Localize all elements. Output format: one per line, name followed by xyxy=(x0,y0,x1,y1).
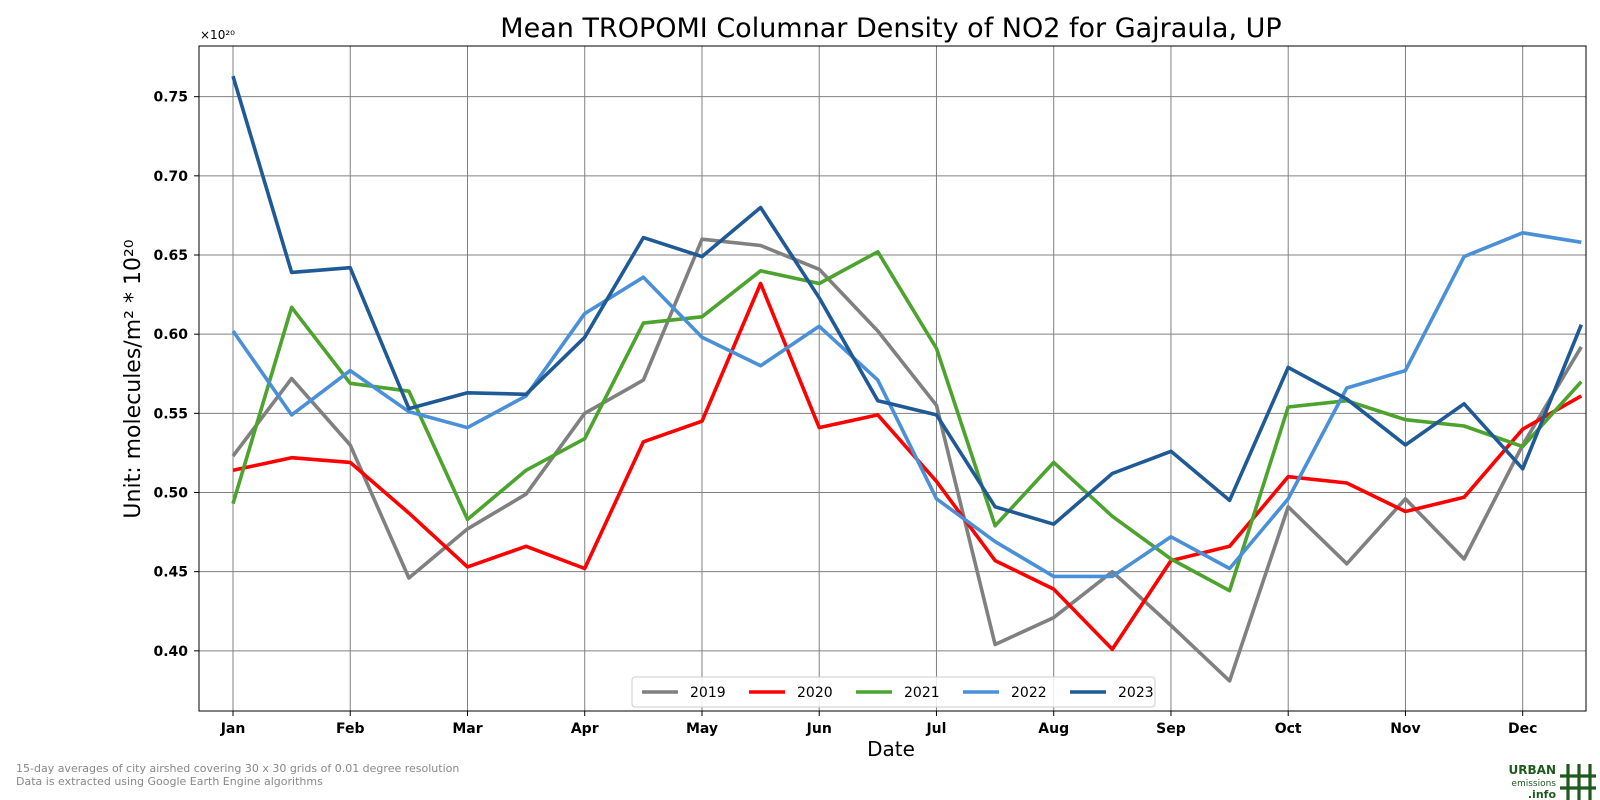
x-tick-label: Dec xyxy=(1508,721,1537,737)
series-line-2022 xyxy=(231,231,1582,579)
y-axis-label: Unit: molecules/m² * 10²⁰ xyxy=(121,239,146,518)
footnote-source: Data is extracted using Google Earth Eng… xyxy=(16,775,323,788)
axes: Jan Feb Mar Apr May Jun Jul Aug Sep Oct Nov Dec 0.40… xyxy=(153,45,1587,737)
legend: 2019 2020 2021 2022 2023 xyxy=(631,676,1156,708)
series-lines xyxy=(231,75,1583,683)
x-tick-label: Jan xyxy=(220,721,246,737)
series-line-2019 xyxy=(231,237,1583,683)
logo-text-urban: URBAN xyxy=(1509,763,1556,777)
y-tick-label: 0.40 xyxy=(153,644,188,660)
legend-label: 2021 xyxy=(904,685,940,701)
x-tick-label: Sep xyxy=(1156,721,1186,737)
legend-box xyxy=(631,676,1156,708)
legend-label: 2020 xyxy=(797,685,833,701)
y-tick-label: 0.65 xyxy=(153,248,188,264)
grid xyxy=(199,46,1586,711)
plot-frame xyxy=(198,45,1587,712)
grid-logo-icon xyxy=(1560,764,1596,800)
x-tick-label: Feb xyxy=(336,721,365,737)
legend-label: 2019 xyxy=(690,685,726,701)
x-tick-label: Apr xyxy=(571,721,599,737)
logo-text-info: .info xyxy=(1528,788,1557,800)
x-tick-label: Jul xyxy=(925,721,946,737)
y-tick-label: 0.60 xyxy=(153,327,188,343)
x-tick-label: Aug xyxy=(1038,721,1069,737)
series-line-2021 xyxy=(231,250,1583,593)
legend-label: 2023 xyxy=(1118,685,1154,701)
y-tick-label: 0.55 xyxy=(153,406,188,422)
legend-label: 2022 xyxy=(1011,685,1047,701)
series-line-2020 xyxy=(232,281,1583,652)
chart-title: Mean TROPOMI Columnar Density of NO2 for… xyxy=(500,13,1281,44)
x-tick-label: May xyxy=(686,721,718,737)
x-tick-label: Oct xyxy=(1275,721,1302,737)
x-tick-label: Jun xyxy=(806,721,832,737)
urban-emissions-logo: URBAN emissions .info xyxy=(1509,763,1596,800)
y-multiplier: ×10²⁰ xyxy=(200,28,235,42)
x-axis-label: Date xyxy=(867,737,915,761)
logo-text-emissions: emissions xyxy=(1511,779,1556,789)
y-tick-label: 0.75 xyxy=(153,90,188,106)
y-tick-label: 0.70 xyxy=(153,169,188,185)
y-tick-label: 0.50 xyxy=(153,486,188,502)
x-tick-label: Mar xyxy=(452,721,482,737)
footnote-resolution: 15-day averages of city airshed covering… xyxy=(16,762,460,775)
series-line-2023 xyxy=(231,75,1583,527)
y-tick-label: 0.45 xyxy=(153,565,188,581)
x-tick-label: Nov xyxy=(1390,721,1420,737)
